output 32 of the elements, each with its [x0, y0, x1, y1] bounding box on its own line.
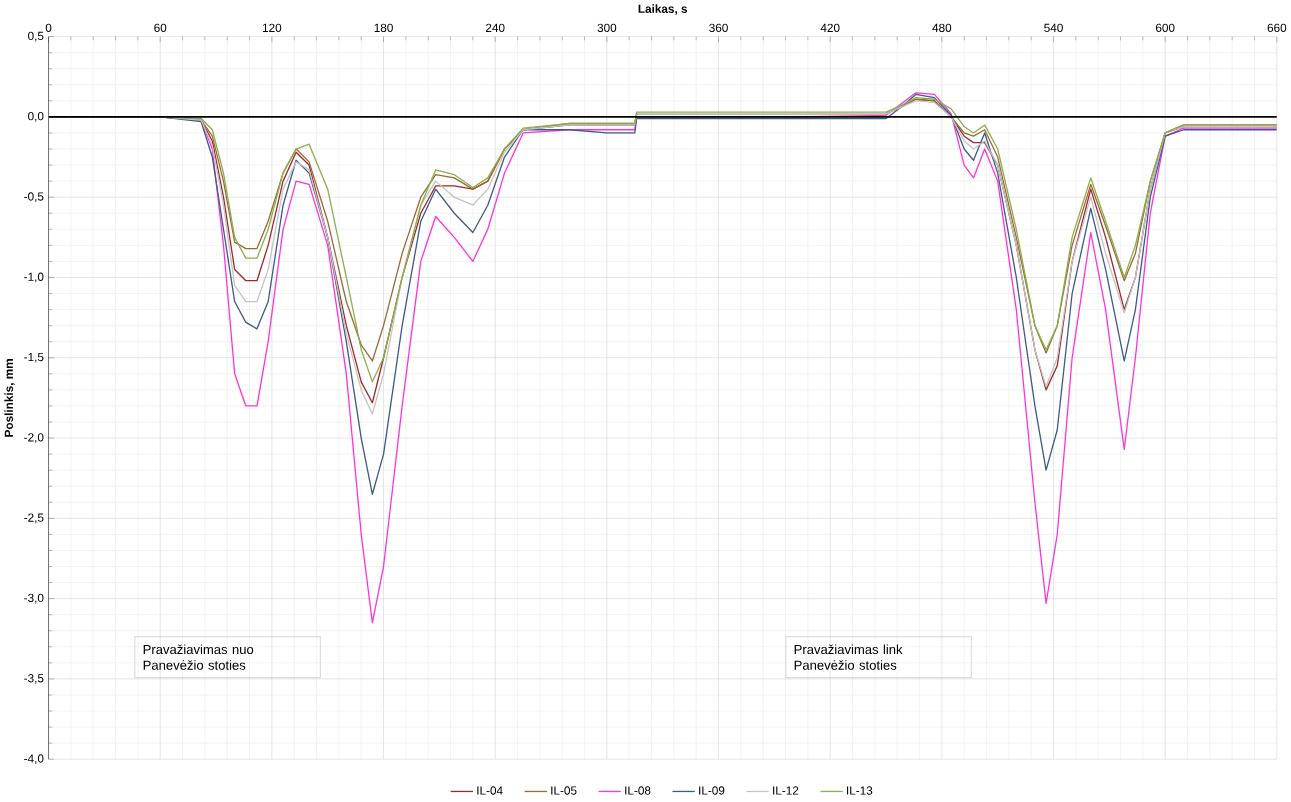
x-axis-title: Laikas, s	[638, 4, 688, 15]
annotation: Pravažiavimas nuo Panevėžio stoties	[143, 644, 254, 670]
y-tick-label: 0,5	[28, 31, 44, 42]
y-tick-label: 0,0	[28, 112, 44, 122]
annotation: Pravažiavimas link Panevėžio stoties	[794, 644, 903, 670]
y-axis-title: Poslinkis, mm	[4, 359, 15, 437]
x-tick-label: 120	[262, 23, 282, 33]
legend-label: IL-08	[625, 786, 651, 795]
y-tick-label: -0,5	[24, 192, 44, 203]
x-tick-label: 60	[154, 23, 167, 33]
y-tick-label: -1,5	[24, 353, 44, 363]
y-tick-label: -1,0	[24, 272, 44, 283]
x-tick-label: 660	[1267, 23, 1287, 33]
legend-label: IL-05	[551, 786, 577, 795]
x-tick-label: 0	[45, 23, 52, 33]
x-tick-label: 360	[709, 23, 728, 33]
legend-label: IL-09	[699, 786, 725, 795]
x-tick-label: 600	[1155, 23, 1175, 33]
x-tick-label: 480	[932, 23, 952, 33]
y-tick-label: -2,5	[24, 513, 44, 524]
y-tick-label: -3,5	[24, 674, 44, 684]
x-tick-label: 300	[597, 23, 617, 33]
x-tick-label: 420	[820, 23, 840, 33]
legend-label: IL-04	[477, 786, 503, 795]
x-tick-label: 180	[374, 23, 393, 33]
x-tick-label: 540	[1044, 23, 1063, 33]
y-tick-label: -4,0	[24, 754, 44, 765]
x-tick-label: 240	[485, 23, 505, 33]
y-tick-label: -3,0	[24, 593, 44, 604]
legend-label: IL-12	[773, 786, 799, 795]
legend-label: IL-13	[847, 786, 873, 795]
y-tick-label: -2,0	[24, 433, 44, 444]
